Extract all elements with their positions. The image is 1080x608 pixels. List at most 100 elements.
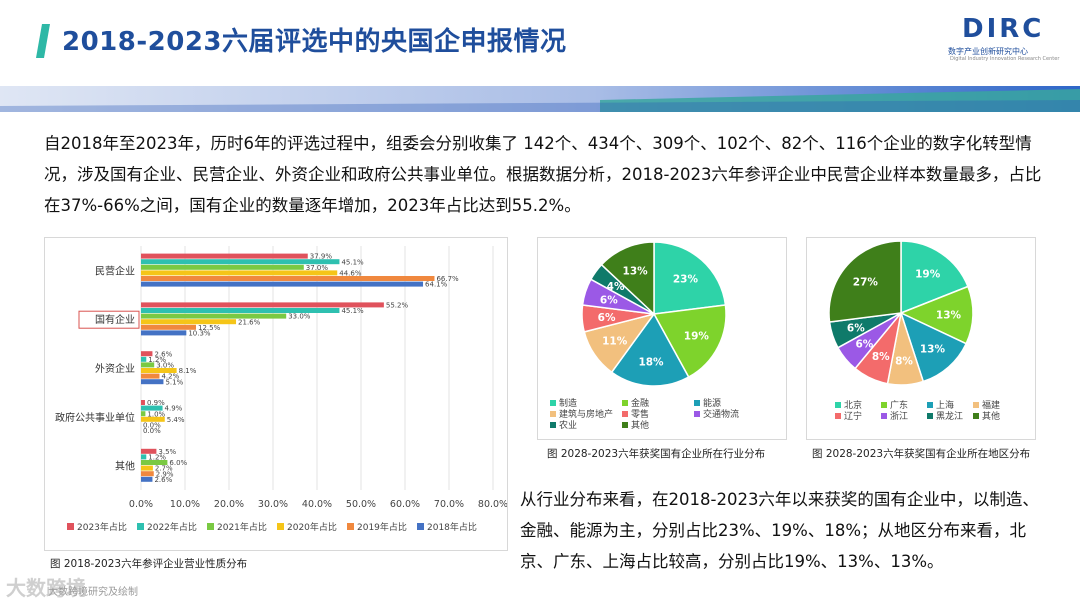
legend-label: 2018年占比 [427,521,477,533]
legend-swatch [207,523,214,530]
bar [141,308,340,313]
legend-label: 北京 [844,399,862,411]
legend-label: 黑龙江 [936,410,963,422]
slice-value-label: 13% [920,344,946,356]
legend-swatch [277,523,284,530]
legend-swatch [550,400,556,406]
logo-sub-en: Digital Industry Innovation Research Cen… [950,56,1060,62]
pie-slice [899,311,968,383]
bar-value-label: 0.9% [147,399,165,407]
slice-value-label: 19% [684,331,710,343]
slice-value-label: 8% [895,355,913,367]
bar [141,324,196,330]
x-tick-label: 50.0% [346,499,376,510]
highlight-box [78,310,140,329]
bar [141,264,304,270]
category-label: 其他 [115,460,135,473]
legend-swatch [417,523,424,530]
bar [141,362,155,368]
bar [141,476,153,482]
legend-label: 浙江 [890,410,908,422]
x-tick-label: 10.0% [170,499,200,510]
source-note: 大数跨境研究及绘制 [48,587,138,598]
legend-swatch [67,523,74,530]
slice-value-label: 6% [600,294,618,306]
legend-swatch [835,402,841,408]
slice-value-label: 13% [936,309,962,321]
header-band [0,86,1080,112]
slice-value-label: 6% [847,323,865,335]
x-tick-label: 30.0% [258,499,288,510]
legend-swatch [881,402,887,408]
bar [141,448,157,454]
category-label: 外资企业 [95,362,135,375]
slice-value-label: 27% [853,277,879,289]
bar [141,319,237,325]
bar-value-label: 0.0% [143,427,161,435]
region-pie-panel: 19% 13% 13% 8% 8% 6% 6% 27% 北京 广东 上海 福建 辽宁 浙江 黑龙江 其他 [806,237,1036,440]
bar [141,330,187,336]
bar-value-label: 0.0% [143,422,161,430]
legend-swatch [694,411,700,417]
bar [141,368,177,373]
pie-slice [653,241,727,315]
intro-paragraph: 自2018年至2023年，历时6年的评选过程中，组委会分别收集了 142个、43… [44,134,1042,215]
bar-value-label: 2.7% [155,465,173,473]
bar-value-label: 6.0% [169,459,187,467]
legend-swatch [927,413,933,419]
bar-value-label: 4.2% [161,373,179,381]
dirc-logo: DIRC 数字产业创新研究中心 Digital Industry Innovat… [948,12,1060,62]
category-label: 政府公共事业单位 [55,411,135,424]
bar-chart: 0.0% 10.0% 20.0% 30.0% 40.0% 50.0% 60.0% 70.0% 8… [55,246,508,533]
bar-value-label: 45.1% [341,258,364,266]
summary-paragraph: 从行业分布来看，在2018-2023六年以来获奖的国有企业中，以制造、金融、能源… [520,490,1039,571]
bar [141,379,164,385]
bar-value-label: 37.9% [310,253,333,261]
bar [141,465,153,471]
legend-label: 上海 [936,399,954,411]
bar-value-label: 3.5% [158,448,176,456]
category-label: 国有企业 [95,313,135,326]
page-title: 2018-2023六届评选中的央国企申报情况 [62,27,567,57]
slice-value-label: 8% [872,351,890,363]
bar-value-label: 44.6% [339,270,362,278]
bar-value-label: 33.0% [288,313,311,321]
legend-label: 其他 [982,410,1000,422]
bar [141,276,435,281]
x-tick-label: 80.0% [478,499,507,510]
bar [141,405,163,411]
legend-swatch [550,411,556,417]
slice-value-label: 11% [602,336,628,348]
bar-value-label: 5.4% [167,416,185,424]
x-tick-label: 60.0% [390,499,420,510]
legend-label: 2022年占比 [147,521,197,533]
slice-value-label: 6% [598,312,616,324]
legend-swatch [622,400,628,406]
region-pie-caption: 图 2028-2023六年获奖国有企业所在地区分布 [812,448,1031,460]
bar [141,356,147,362]
legend-swatch [835,413,841,419]
bar-value-label: 5.1% [165,378,183,386]
bar [141,270,338,276]
bar [141,400,145,405]
legend-label: 其他 [631,419,649,431]
bar-value-label: 45.1% [341,307,364,315]
pie-slice [900,240,969,315]
bar [141,416,165,422]
bar-value-label: 1.2% [148,356,166,364]
legend-swatch [881,413,887,419]
bar [141,351,153,357]
legend-label: 交通物流 [703,408,739,420]
legend-label: 福建 [982,399,1000,411]
bar [141,253,308,259]
industry-pie-panel: 23% 19% 18% 11% 6% 6% 4% 13% 制造 金融 能源 建筑与房地产 零售 交通物流农… [537,237,787,440]
legend-label: 广东 [890,399,908,411]
legend-label: 建筑与房地产 [559,408,613,420]
bar-value-label: 21.6% [238,318,261,326]
slice-value-label: 13% [623,265,649,277]
bar-chart-caption: 图 2018-2023六年参评企业营业性质分布 [50,558,248,570]
pie-slice [600,241,655,316]
legend-label: 农业 [559,419,577,431]
bar-value-label: 8.1% [179,367,197,375]
legend-label: 制造 [559,397,577,409]
